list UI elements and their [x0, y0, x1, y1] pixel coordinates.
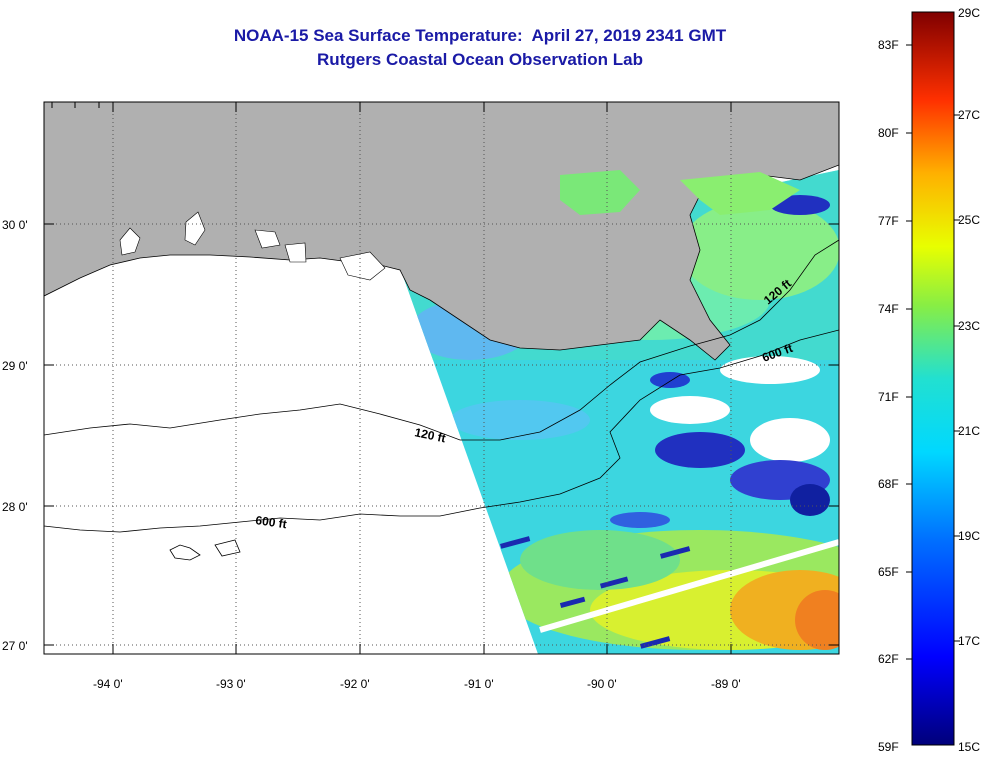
- lat-label: 30 0': [2, 218, 28, 232]
- colorbar-label-f: 62F: [878, 652, 899, 666]
- lon-label: -94 0': [93, 677, 123, 691]
- grid: [44, 102, 839, 654]
- colorbar-label-f: 59F: [878, 740, 899, 754]
- lat-label: 29 0': [2, 359, 28, 373]
- contour-label-120ft-west: 120 ft: [413, 425, 447, 445]
- lon-label: -90 0': [587, 677, 617, 691]
- contour-600ft: [44, 329, 839, 533]
- colorbar-label-f: 74F: [878, 302, 899, 316]
- colorbar-label-f: 80F: [878, 126, 899, 140]
- colorbar-label-c: 27C: [958, 108, 981, 122]
- colorbar-label-f: 68F: [878, 477, 899, 491]
- lon-label: -93 0': [216, 677, 246, 691]
- contour-label-600ft-west: 600 ft: [255, 513, 288, 531]
- colorbar-ticks: [906, 44, 960, 660]
- colorbar-label-c: 17C: [958, 634, 981, 648]
- colorbar: [911, 11, 955, 746]
- lon-label: -92 0': [340, 677, 370, 691]
- map-frame: [43, 101, 840, 655]
- lon-label: -89 0': [711, 677, 741, 691]
- colorbar-label-f: 77F: [878, 214, 899, 228]
- colorbar-label-c: 25C: [958, 213, 981, 227]
- colorbar-label-c: 21C: [958, 424, 981, 438]
- map-subtitle: Rutgers Coastal Ocean Observation Lab: [317, 50, 643, 69]
- lat-label: 28 0': [2, 500, 28, 514]
- colorbar-label-f: 83F: [878, 38, 899, 52]
- map-title: NOAA-15 Sea Surface Temperature: April 2…: [233, 26, 727, 45]
- colorbar-label-c: 29C: [958, 6, 981, 20]
- colorbar-label-f: 71F: [878, 390, 899, 404]
- colorbar-label-c: 23C: [958, 319, 981, 333]
- lat-label: 27 0': [2, 639, 28, 653]
- colorbar-label-f: 65F: [878, 565, 899, 579]
- tick-marks: [44, 102, 839, 654]
- lon-label: -91 0': [464, 677, 494, 691]
- contour-120ft: [44, 239, 839, 441]
- colorbar-label-c: 19C: [958, 529, 981, 543]
- colorbar-label-c: 15C: [958, 740, 981, 754]
